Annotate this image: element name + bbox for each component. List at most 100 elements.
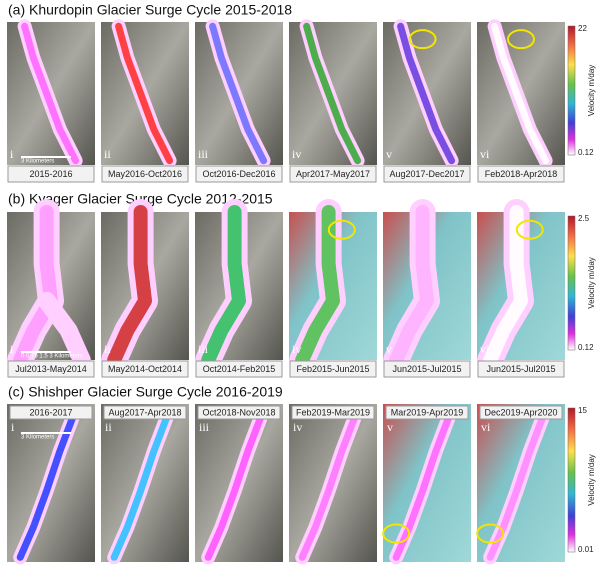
panel-numeral: iv: [293, 420, 302, 434]
colorbar-max: 2.5: [578, 214, 590, 223]
panel-numeral: i: [10, 147, 14, 161]
colorbar-label: Velocity m/day: [587, 257, 596, 309]
panel-label: Jun2015-Jul2015: [486, 364, 555, 374]
panel-numeral: iii: [199, 420, 210, 434]
label-box: [289, 360, 377, 378]
velocity-field: [295, 205, 340, 367]
panel-numeral: ii: [104, 147, 111, 161]
panel-label: Oct2016-Dec2016: [202, 169, 275, 179]
colorbar-label: Velocity m/day: [587, 454, 596, 506]
highlight-ellipse: [408, 29, 437, 50]
label-box: [7, 165, 95, 183]
panel-numeral: i: [11, 420, 15, 434]
section-title: (c) Shishper Glacier Surge Cycle 2016-20…: [8, 384, 283, 400]
colorbar-min: 0.12: [578, 343, 594, 352]
panel-numeral: vi: [480, 342, 490, 356]
colorbar: [567, 407, 576, 553]
velocity-field: [201, 205, 246, 367]
colorbar-label: Velocity m/day: [587, 65, 596, 117]
velocity-field: [303, 22, 362, 165]
velocity-field: [298, 413, 359, 561]
velocity-field: [397, 22, 456, 165]
panel-label: Feb2018-Apr2018: [485, 169, 558, 179]
panel-label: 2015-2016: [29, 169, 72, 179]
panel-numeral: ii: [105, 420, 112, 434]
label-box: [101, 165, 189, 183]
velocity-field: [107, 205, 152, 367]
panel-label: Feb2015-Jun2015: [296, 364, 369, 374]
velocity-field: [16, 413, 77, 561]
section-title: (b) Kyager Glacier Surge Cycle 2012-2015: [8, 191, 273, 207]
panel-label: Oct2014-Feb2015: [203, 364, 276, 374]
scale-bar-label: 3 Kilometers: [21, 435, 54, 441]
label-box: [289, 165, 377, 183]
highlight-ellipse: [476, 523, 505, 544]
highlight-ellipse: [382, 523, 411, 544]
panel-numeral: v: [387, 420, 393, 434]
scale-bar-label: 3 Kilometers: [21, 159, 54, 165]
scale-bar: [21, 351, 71, 353]
velocity-field: [115, 22, 174, 165]
colorbar: [567, 215, 576, 351]
panel-label: Aug2017-Dec2017: [389, 169, 464, 179]
velocity-field: [204, 413, 265, 561]
velocity-field: [491, 22, 550, 165]
panel-label: Jul2013-May2014: [15, 364, 87, 374]
scale-bar: [21, 432, 71, 434]
colorbar-max: 15: [578, 406, 587, 415]
panel-label: Mar2019-Apr2019: [391, 407, 464, 417]
label-box: [103, 405, 187, 420]
colorbar-min: 0.12: [578, 148, 594, 157]
panel-label: Apr2017-May2017: [296, 169, 370, 179]
panel-numeral: vi: [480, 147, 490, 161]
panel-label: Aug2017-Apr2018: [108, 407, 181, 417]
panel-label: Feb2019-Mar2019: [296, 407, 370, 417]
panel-label: Dec2019-Apr2020: [484, 407, 557, 417]
colorbar: [567, 25, 576, 156]
label-box: [383, 360, 471, 378]
section-title: (a) Khurdopin Glacier Surge Cycle 2015-2…: [8, 2, 292, 18]
label-box: [7, 360, 95, 378]
highlight-ellipse: [515, 219, 544, 240]
label-box: [197, 405, 281, 420]
panel-numeral: i: [10, 342, 14, 356]
panel-label: May2016-Oct2016: [108, 169, 182, 179]
label-box: [477, 360, 565, 378]
velocity-field: [486, 413, 547, 561]
panel-numeral: vi: [481, 420, 491, 434]
label-box: [195, 360, 283, 378]
label-box: [479, 405, 563, 420]
glacier-outline: [37, 291, 91, 369]
velocity-field: [389, 205, 434, 367]
label-box: [477, 165, 565, 183]
panel-numeral: iv: [292, 147, 301, 161]
panel-numeral: v: [386, 342, 392, 356]
velocity-field: [110, 413, 171, 561]
panel-numeral: iii: [198, 342, 209, 356]
highlight-ellipse: [507, 29, 535, 50]
scale-bar: [21, 156, 71, 158]
panel-numeral: iii: [198, 147, 209, 161]
scale-bar-label: 0 0.75 1.5 3 Kilometers: [21, 354, 83, 360]
colorbar-max: 22: [578, 24, 587, 33]
label-box: [291, 405, 375, 420]
velocity-field: [209, 22, 268, 165]
panel-label: Jun2015-Jul2015: [392, 364, 461, 374]
panel-label: 2016-2017: [29, 407, 72, 417]
panel-numeral: iv: [292, 342, 301, 356]
label-box: [101, 360, 189, 378]
panel-numeral: ii: [104, 342, 111, 356]
label-box: [383, 165, 471, 183]
panel-label: May2014-Oct2014: [108, 364, 182, 374]
highlight-ellipse: [327, 219, 356, 240]
label-box: [385, 405, 469, 420]
velocity-field: [392, 413, 453, 561]
colorbar-min: 0.01: [578, 545, 594, 554]
label-box: [195, 165, 283, 183]
velocity-field: [21, 22, 80, 165]
label-box: [9, 405, 93, 420]
panel-numeral: v: [386, 147, 392, 161]
velocity-field: [483, 205, 528, 367]
panel-label: Oct2018-Nov2018: [202, 407, 275, 417]
